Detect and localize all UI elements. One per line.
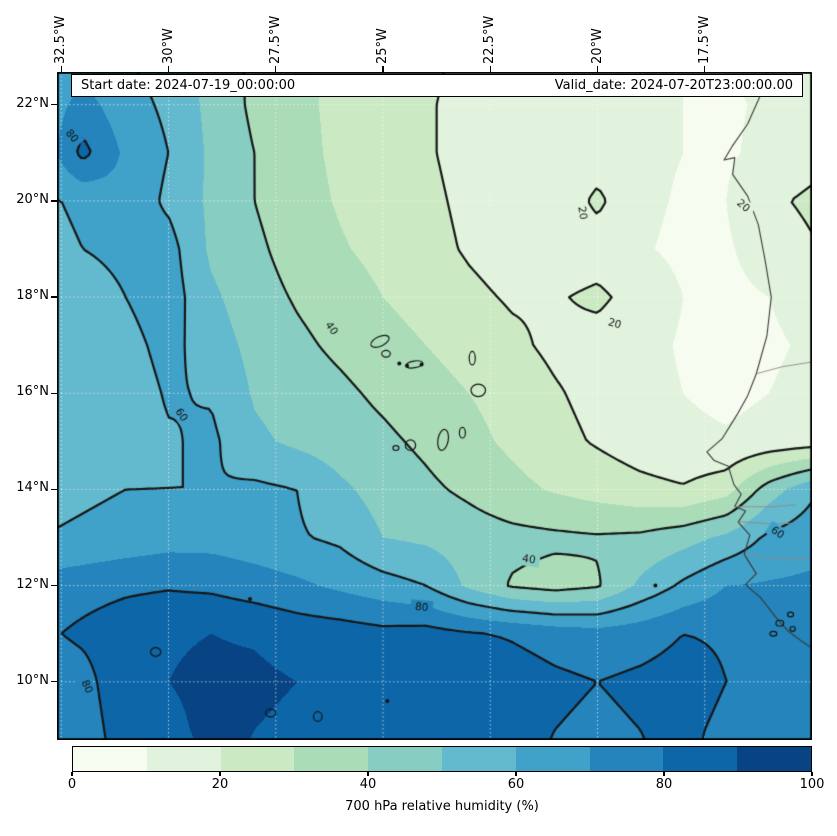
colorbar-tick-mark	[219, 772, 221, 776]
y-tick-mark	[51, 488, 57, 491]
colorbar-tick-label: 80	[655, 777, 673, 792]
y-tick-label: 22°N	[16, 95, 49, 111]
x-tick-label: 27.5°W	[267, 15, 283, 64]
x-tick-mark	[382, 66, 384, 72]
colorbar-label: 700 hPa relative humidity (%)	[345, 799, 539, 814]
x-tick-label: 22.5°W	[482, 15, 498, 64]
start-date-label: Start date: 2024-07-19_00:00:00	[81, 78, 296, 93]
x-tick-mark	[275, 66, 277, 72]
y-tick-mark	[51, 200, 57, 202]
y-tick-label: 10°N	[16, 672, 49, 688]
colorbar-tick-label: 60	[507, 777, 525, 792]
y-tick-mark	[51, 392, 57, 394]
x-tick-mark	[167, 66, 170, 72]
y-tick-label: 12°N	[16, 576, 49, 592]
humidity-contour-map	[57, 72, 812, 740]
colorbar-cell	[73, 747, 147, 771]
colorbar-tick-mark	[367, 772, 369, 776]
y-tick-mark	[51, 104, 57, 106]
x-tick-mark	[704, 66, 706, 72]
colorbar-cell	[589, 747, 664, 771]
x-tick-label: 17.5°W	[696, 15, 712, 64]
colorbar-tick-label: 0	[67, 777, 77, 792]
x-tick-label: 25°W	[375, 28, 391, 64]
colorbar-tick-mark	[663, 772, 665, 776]
x-tick-label: 30°W	[160, 28, 176, 64]
y-tick-label: 14°N	[16, 480, 49, 496]
x-tick-label: 20°W	[589, 28, 605, 64]
y-tick-label: 18°N	[16, 288, 49, 304]
x-tick-mark	[60, 66, 62, 72]
colorbar-tick-mark	[71, 772, 73, 776]
colorbar-cell	[220, 747, 295, 771]
colorbar-tick-label: 40	[359, 777, 377, 792]
y-tick-mark	[51, 681, 57, 683]
valid-date-label: Valid_date: 2024-07-20T23:00:00.00	[554, 78, 793, 93]
colorbar-tick-mark	[811, 772, 813, 776]
colorbar-tick-mark	[515, 772, 517, 776]
date-header-box: Start date: 2024-07-19_00:00:00 Valid_da…	[71, 74, 803, 97]
y-tick-label: 16°N	[16, 384, 49, 400]
x-tick-label: 32.5°W	[53, 15, 69, 64]
y-tick-label: 20°N	[16, 191, 49, 207]
colorbar-tick-label: 100	[799, 777, 825, 792]
colorbar-cell	[663, 747, 738, 771]
colorbar	[72, 746, 812, 772]
colorbar-cell	[294, 747, 369, 771]
colorbar-cell	[515, 747, 590, 771]
colorbar-cell	[441, 747, 516, 771]
colorbar-tick-label: 20	[211, 777, 229, 792]
y-tick-mark	[51, 584, 57, 587]
colorbar-cell	[368, 747, 442, 771]
x-tick-mark	[596, 66, 599, 72]
x-tick-mark	[489, 66, 491, 72]
y-tick-mark	[51, 296, 57, 298]
colorbar-cell	[146, 747, 221, 771]
colorbar-cell	[737, 747, 811, 771]
